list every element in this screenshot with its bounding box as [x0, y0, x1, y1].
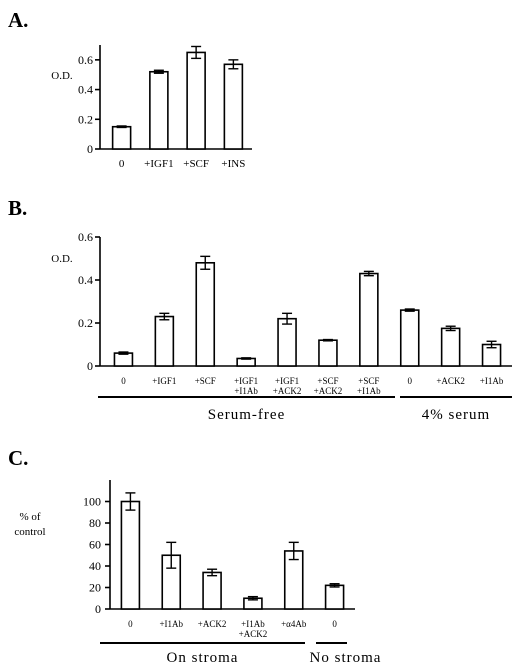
y-axis-label-line: control	[14, 526, 45, 538]
y-tick-label: 0.4	[78, 273, 93, 287]
x-tick-label: +INS	[221, 158, 245, 170]
y-tick-label: 80	[89, 516, 101, 530]
bar	[223, 63, 244, 150]
x-tick-label: +I1Ab	[234, 386, 258, 396]
panel-b: B.O.D.00.20.40.60 +IGF1 +SCF +IGF1+I1Ab+IGF…	[8, 196, 512, 423]
y-axis-label: O.D.	[51, 70, 73, 82]
x-tick-label: +IGF1	[144, 158, 173, 170]
bar	[154, 315, 175, 367]
group-label: 4% serum	[422, 407, 490, 423]
bar	[440, 327, 461, 367]
x-tick-label: +ACK2	[198, 619, 227, 629]
x-tick-label: +ACK2	[239, 629, 268, 639]
y-tick-label: 40	[89, 559, 101, 573]
panel-letter: C.	[8, 446, 28, 470]
y-tick-label: 0	[87, 359, 93, 373]
bar	[318, 339, 338, 367]
bar	[277, 317, 297, 367]
bar	[202, 571, 222, 610]
y-tick-label: 60	[89, 538, 101, 552]
group-label: Serum-free	[208, 407, 285, 423]
x-tick-label: +ACK2	[436, 376, 465, 386]
y-tick-label: 20	[89, 581, 101, 595]
bar	[399, 309, 420, 367]
panel-a: A. O.D. 0 0.2 0.4 0.6 0 +IGF1 +SCF +INS	[8, 8, 252, 170]
x-tick-label: +I1Ab	[241, 619, 265, 629]
x-tick-label: +α4Ab	[281, 619, 307, 629]
y-tick-label: 0	[87, 142, 93, 156]
panel-letter: A.	[8, 8, 28, 32]
y-axis-label-line: % of	[19, 511, 40, 523]
y-axis-label: % of control	[14, 511, 45, 538]
x-tick-label: +SCF	[195, 376, 216, 386]
x-tick-label: +SCF	[183, 158, 209, 170]
x-tick-label: 0	[128, 619, 133, 629]
bar	[149, 70, 169, 150]
y-tick-label: 0.2	[78, 112, 93, 126]
x-tick-label: +I1Ab	[480, 376, 504, 386]
y-axis-label: O.D.	[51, 253, 73, 265]
bar	[186, 51, 206, 150]
y-tick-label: 100	[83, 495, 101, 509]
y-tick-label: 0.2	[78, 316, 93, 330]
x-tick-label: +IGF1	[152, 376, 176, 386]
bar	[113, 352, 134, 367]
y-tick-label: 0	[95, 602, 101, 616]
x-tick-label: +IGF1	[234, 376, 258, 386]
x-tick-label: +I1Ab	[357, 386, 381, 396]
bar	[120, 500, 141, 610]
group-label: No stroma	[310, 650, 382, 666]
x-tick-label: 0	[119, 158, 125, 170]
bar	[359, 272, 379, 367]
y-tick-label: 0.6	[78, 53, 93, 67]
x-tick-label: +IGF1	[275, 376, 299, 386]
y-tick-label: 0.6	[78, 230, 93, 244]
group-label: On stroma	[167, 650, 239, 666]
bar	[195, 261, 216, 367]
bar	[111, 125, 132, 150]
x-tick-label: 0	[332, 619, 337, 629]
bar	[324, 584, 345, 610]
x-tick-label: +SCF	[317, 376, 338, 386]
x-tick-label: 0	[121, 376, 126, 386]
x-tick-label: +ACK2	[273, 386, 302, 396]
x-tick-label: +SCF	[358, 376, 379, 386]
y-tick-label: 0.4	[78, 83, 93, 97]
x-tick-label: +ACK2	[314, 386, 343, 396]
x-tick-label: 0	[408, 376, 413, 386]
panel-letter: B.	[8, 196, 27, 220]
x-tick-label: +I1Ab	[159, 619, 183, 629]
